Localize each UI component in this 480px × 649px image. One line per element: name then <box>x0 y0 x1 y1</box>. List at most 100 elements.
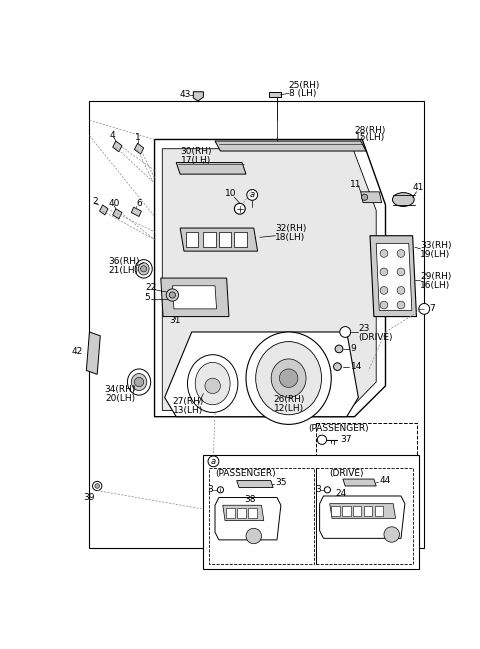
Text: 35: 35 <box>276 478 287 487</box>
Text: 7: 7 <box>429 304 435 313</box>
Circle shape <box>93 482 102 491</box>
Polygon shape <box>219 232 231 247</box>
Text: 27(RH): 27(RH) <box>172 397 204 406</box>
Text: 23: 23 <box>359 324 370 333</box>
Polygon shape <box>113 209 122 219</box>
Text: 37: 37 <box>340 435 352 445</box>
Text: 8 (LH): 8 (LH) <box>288 89 316 98</box>
Circle shape <box>361 194 368 201</box>
Polygon shape <box>172 286 216 309</box>
Text: 21(LH): 21(LH) <box>108 266 139 275</box>
Ellipse shape <box>271 359 306 397</box>
Polygon shape <box>343 479 376 486</box>
Polygon shape <box>370 236 417 317</box>
Text: 33(RH): 33(RH) <box>420 241 452 251</box>
Text: (PASSENGER): (PASSENGER) <box>216 469 276 478</box>
Ellipse shape <box>188 355 238 413</box>
Bar <box>375 506 383 516</box>
Text: 1: 1 <box>134 134 140 142</box>
Polygon shape <box>113 141 122 152</box>
Polygon shape <box>269 92 281 97</box>
Bar <box>248 508 257 519</box>
Ellipse shape <box>132 374 147 391</box>
Text: 15(LH): 15(LH) <box>355 134 385 142</box>
Circle shape <box>95 484 99 488</box>
Polygon shape <box>99 205 108 215</box>
Text: 5: 5 <box>144 293 150 302</box>
Circle shape <box>208 456 219 467</box>
Text: 24: 24 <box>335 489 347 498</box>
Text: 14: 14 <box>350 362 362 371</box>
Text: 42: 42 <box>72 347 83 356</box>
Bar <box>237 508 246 519</box>
Ellipse shape <box>135 260 152 278</box>
Circle shape <box>234 203 245 214</box>
Circle shape <box>246 528 262 544</box>
Circle shape <box>279 369 298 387</box>
Text: 6: 6 <box>136 199 142 208</box>
Text: 41: 41 <box>413 183 424 191</box>
Bar <box>316 469 413 564</box>
Text: 28(RH): 28(RH) <box>355 126 386 135</box>
Text: (PASSENGER): (PASSENGER) <box>309 424 369 433</box>
Text: 43: 43 <box>180 90 191 99</box>
Text: 30(RH): 30(RH) <box>180 147 211 156</box>
Polygon shape <box>134 143 144 154</box>
Bar <box>204 455 419 569</box>
Polygon shape <box>186 232 198 247</box>
Circle shape <box>380 268 388 276</box>
Circle shape <box>397 250 405 257</box>
Circle shape <box>317 435 326 445</box>
Circle shape <box>397 301 405 309</box>
Ellipse shape <box>195 362 230 405</box>
Polygon shape <box>161 278 229 317</box>
Text: 10: 10 <box>225 189 236 198</box>
Text: 3: 3 <box>208 485 214 495</box>
Text: 36(RH): 36(RH) <box>108 256 139 265</box>
Text: 31: 31 <box>169 316 180 325</box>
Text: 13(LH): 13(LH) <box>173 406 203 415</box>
Circle shape <box>166 289 179 301</box>
Text: 4: 4 <box>109 131 115 140</box>
Text: 2: 2 <box>92 197 98 206</box>
Ellipse shape <box>246 332 331 424</box>
Polygon shape <box>215 141 366 151</box>
Ellipse shape <box>127 369 151 395</box>
Text: 25(RH): 25(RH) <box>288 81 320 90</box>
Text: 32(RH): 32(RH) <box>276 223 307 232</box>
Polygon shape <box>155 140 385 417</box>
Polygon shape <box>360 192 382 202</box>
Polygon shape <box>180 228 258 251</box>
Bar <box>353 506 361 516</box>
Polygon shape <box>330 504 396 519</box>
Text: 26(RH): 26(RH) <box>273 395 304 404</box>
Circle shape <box>134 378 144 387</box>
Text: 44: 44 <box>379 476 391 485</box>
Polygon shape <box>176 163 246 174</box>
Polygon shape <box>234 232 247 247</box>
Polygon shape <box>376 243 412 310</box>
Circle shape <box>324 487 330 493</box>
Text: 39: 39 <box>84 493 95 502</box>
Circle shape <box>397 268 405 276</box>
Polygon shape <box>320 496 405 538</box>
Polygon shape <box>193 92 204 101</box>
Circle shape <box>335 345 343 353</box>
Text: 40: 40 <box>108 199 120 208</box>
Circle shape <box>384 527 399 542</box>
Text: (DRIVE): (DRIVE) <box>359 333 393 342</box>
Circle shape <box>380 301 388 309</box>
Circle shape <box>217 487 224 493</box>
Text: a: a <box>250 190 255 199</box>
Circle shape <box>419 304 430 314</box>
Polygon shape <box>215 498 281 540</box>
Text: 34(RH): 34(RH) <box>105 386 136 394</box>
Bar <box>342 506 350 516</box>
Circle shape <box>141 265 147 272</box>
Text: 22: 22 <box>146 283 157 292</box>
Circle shape <box>380 250 388 257</box>
Text: 9: 9 <box>350 345 356 354</box>
Bar <box>364 506 372 516</box>
Circle shape <box>247 190 258 201</box>
Polygon shape <box>86 332 100 374</box>
